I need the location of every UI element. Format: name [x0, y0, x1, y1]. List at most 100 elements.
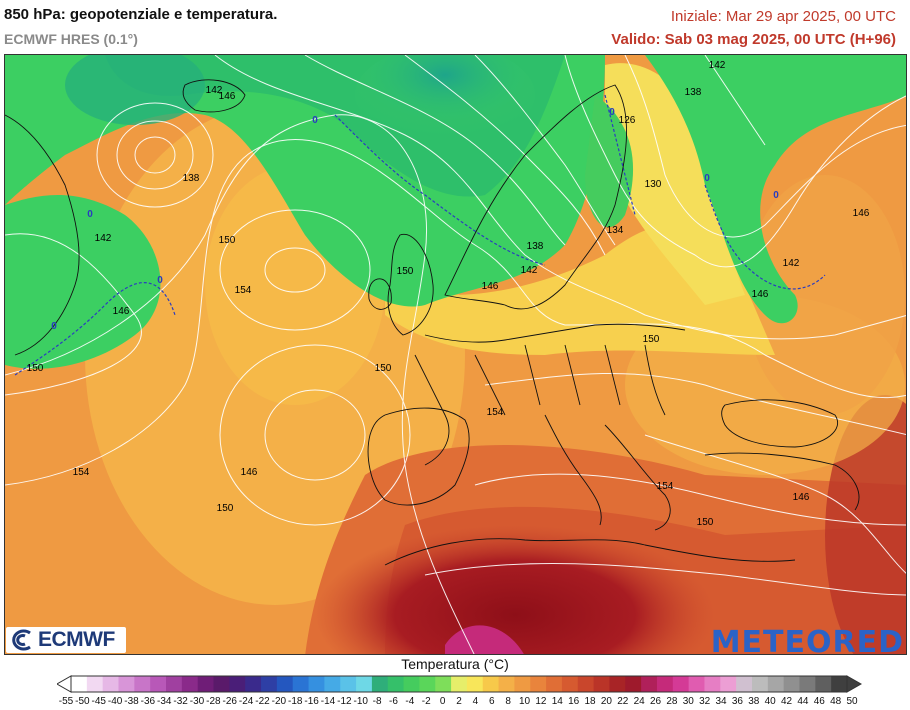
contour-label: 150 [219, 235, 236, 246]
meteored-logo: METEORED [710, 625, 904, 660]
scale-swatch [656, 676, 674, 692]
scale-swatch [767, 676, 785, 692]
contour-label: 154 [235, 285, 252, 296]
contour-label: 142 [206, 85, 223, 96]
scale-swatch [324, 676, 341, 692]
scale-swatch [451, 676, 468, 692]
scale-tick-label: 48 [830, 696, 842, 707]
isotherm-label: 0 [773, 190, 779, 201]
scale-swatch [387, 676, 405, 692]
contour-label: 142 [95, 233, 112, 244]
scale-tick-label: 40 [764, 696, 776, 707]
scale-tick-label: -26 [222, 696, 237, 707]
scale-swatch [736, 676, 753, 692]
scale-tick-label: 26 [649, 696, 662, 707]
contour-label: 146 [241, 467, 258, 478]
scale-tick-label: -20 [271, 696, 287, 707]
scale-tick-label: -22 [255, 696, 270, 707]
scale-tick-label: 6 [488, 696, 495, 707]
scale-tick-label: -55 [58, 696, 74, 707]
scale-swatch [482, 676, 500, 692]
scale-swatch [530, 676, 547, 692]
scale-swatch [831, 676, 848, 692]
scale-swatch [197, 676, 215, 692]
scale-tick-label: -34 [157, 696, 172, 707]
contour-label: 154 [657, 481, 674, 492]
contour-label: 130 [645, 179, 662, 190]
ecmwf-logo-text: ECMWF [38, 628, 115, 651]
scale-tick-label: -4 [405, 696, 415, 707]
isotherm-label: 0 [87, 209, 93, 220]
scale-swatch [466, 676, 484, 692]
scale-swatch [403, 676, 420, 692]
contour-label: 142 [521, 265, 538, 276]
scale-swatch [593, 676, 610, 692]
scale-tick-label: -6 [389, 696, 398, 707]
scale-tick-label: 20 [600, 696, 612, 707]
weather-map[interactable]: 142 146 0 138 0 142 150 154 146 0 0 150 150 146 142 138… [4, 54, 907, 655]
scale-tick-label: -36 [140, 696, 156, 707]
contour-label: 150 [375, 363, 392, 374]
scale-tick-label: 30 [682, 696, 694, 707]
scale-tick-label: 18 [584, 696, 596, 707]
color-scale-ticks: -55 -50 -45 -40 -38 -36 -34 -32 -30 -28 -26 -24 -22-… [59, 696, 866, 710]
scale-swatch [245, 676, 262, 692]
scale-tick-label: 2 [456, 696, 462, 707]
scale-tick-label: -24 [238, 696, 254, 707]
scale-tick-label: 46 [813, 696, 825, 707]
scale-arrow-right [846, 675, 862, 693]
scale-swatch [340, 676, 357, 692]
scale-swatch [276, 676, 294, 692]
legend-title: Temperatura (°C) [401, 656, 509, 672]
scale-swatch [688, 676, 705, 692]
scale-tick-label: -50 [75, 696, 90, 707]
scale-tick-label: -12 [337, 696, 352, 707]
scale-tick-label: -10 [353, 696, 368, 707]
contour-label: 146 [482, 281, 499, 292]
scale-tick-label: -30 [189, 696, 205, 707]
scale-tick-label: 44 [797, 696, 809, 707]
scale-swatch [720, 676, 737, 692]
scale-tick-label: 8 [505, 696, 511, 707]
scale-tick-label: -18 [288, 696, 303, 707]
scale-swatch [561, 676, 579, 692]
scale-tick-label: -45 [91, 696, 106, 707]
scale-swatch [213, 676, 230, 692]
scale-tick-label: -32 [173, 696, 188, 707]
scale-tick-label: -14 [320, 696, 336, 707]
scale-tick-label: 24 [633, 696, 645, 707]
scale-tick-label: -8 [372, 696, 382, 707]
scale-swatch [292, 676, 310, 692]
scale-swatch [166, 676, 183, 692]
scale-swatch [134, 676, 151, 692]
ecmwf-logo: ECMWF [6, 627, 126, 653]
scale-tick-label: 0 [439, 696, 446, 707]
scale-swatch [308, 676, 325, 692]
contour-label: 150 [397, 266, 414, 277]
scale-tick-label: -2 [421, 696, 431, 707]
contour-label: 146 [853, 208, 870, 219]
scale-swatch [672, 676, 690, 692]
contour-label: 146 [113, 306, 130, 317]
scale-swatch [181, 676, 199, 692]
isotherm-label: 0 [609, 107, 615, 118]
isotherm-label: 0 [312, 115, 318, 126]
scale-swatch [356, 676, 373, 692]
init-time: Iniziale: Mar 29 apr 2025, 00 UTC [670, 8, 896, 25]
scale-tick-label: 16 [568, 696, 580, 707]
scale-swatch [86, 676, 104, 692]
color-scale-bar [57, 675, 862, 693]
scale-tick-label: 22 [617, 696, 629, 707]
contour-label: 142 [709, 60, 726, 71]
scale-swatch [577, 676, 595, 692]
contour-label: 146 [752, 289, 769, 300]
scale-tick-label: 42 [780, 696, 793, 707]
scale-swatch [546, 676, 563, 692]
ecmwf-swirl-icon [12, 629, 31, 651]
scale-swatch [704, 676, 721, 692]
scale-swatch [514, 676, 531, 692]
scale-swatch [609, 676, 626, 692]
scale-tick-label: 10 [518, 696, 531, 707]
scale-tick-label: -28 [206, 696, 221, 707]
scale-swatch [118, 676, 135, 692]
